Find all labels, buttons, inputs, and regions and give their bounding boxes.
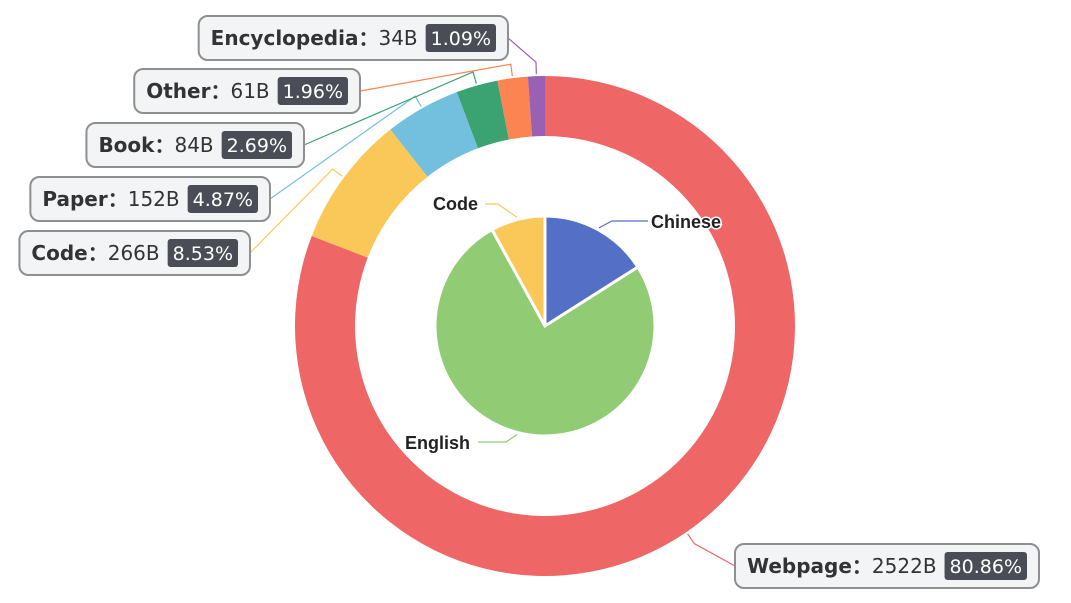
outer-donut-ring: [295, 76, 795, 577]
donut-slice-book: [456, 80, 509, 149]
leader-line-other: [359, 63, 513, 92]
label-name-code: Code：: [31, 241, 107, 265]
percent-badge-paper: [187, 185, 258, 213]
label-name-other: Other：: [146, 79, 230, 103]
label-percent-webpage: 80.86%: [950, 556, 1022, 578]
percent-badge-book: [221, 131, 292, 159]
label-percent-code: 8.53%: [173, 243, 233, 265]
label-other: Other： 61B 1.96%: [133, 68, 361, 114]
donut-slice-encyclopedia: [527, 76, 545, 137]
pie-slice-chinese: [543, 214, 640, 329]
label-percent-paper: 4.87%: [193, 189, 253, 211]
leader-line-paper: [269, 95, 422, 200]
inner-leader-code: [485, 203, 518, 219]
label-value-encyclopedia: 34B: [378, 26, 417, 50]
label-book: Book： 84B 2.69%: [85, 122, 305, 168]
label-value-paper: 152B: [128, 187, 180, 211]
leader-line-webpage: [687, 533, 736, 567]
percent-badge-code: [167, 239, 238, 267]
label-name-book: Book：: [98, 133, 174, 157]
label-name-paper: Paper：: [42, 187, 127, 211]
percent-badge-other: [277, 77, 348, 105]
leader-lines: [249, 37, 736, 567]
pie-slice-code: [489, 214, 547, 327]
percent-badge-webpage: [944, 552, 1027, 580]
leader-line-code: [249, 168, 343, 254]
label-paper: Paper： 152B 4.87%: [29, 176, 271, 222]
label-name-encyclopedia: Encyclopedia：: [211, 26, 379, 50]
label-webpage: Webpage： 2522B 80.86%: [734, 543, 1040, 589]
inner-label-code: Code: [433, 194, 478, 214]
inner-leader-english: [478, 433, 518, 443]
donut-slice-code: [311, 129, 428, 258]
label-percent-other: 1.96%: [283, 81, 343, 103]
pie-slice-english: [433, 227, 657, 438]
inner-label-english: English: [405, 433, 470, 453]
percent-badge-encyclopedia: [425, 24, 496, 52]
label-value-code: 266B: [108, 241, 160, 265]
inner-leader-chinese: [598, 220, 648, 229]
donut-slice-other: [497, 76, 532, 140]
donut-slice-paper: [390, 92, 478, 177]
label-encyclopedia: Encyclopedia： 34B 1.09%: [197, 15, 509, 61]
inner-label-chinese: Chinese: [651, 212, 721, 232]
label-name-webpage: Webpage：: [747, 554, 872, 578]
inner-pie: [433, 214, 657, 438]
label-percent-book: 2.69%: [227, 135, 287, 157]
leader-line-book: [303, 71, 477, 146]
label-percent-encyclopedia: 1.09%: [431, 28, 491, 50]
leader-line-encyclopedia: [507, 37, 537, 75]
label-value-book: 84B: [174, 133, 213, 157]
label-code: Code： 266B 8.53%: [18, 230, 251, 276]
label-value-webpage: 2522B: [872, 554, 937, 578]
slice-labels: Webpage： 2522B 80.86%Code： 266B 8.53%Paper： 1…: [18, 15, 1040, 589]
label-value-other: 61B: [230, 79, 269, 103]
